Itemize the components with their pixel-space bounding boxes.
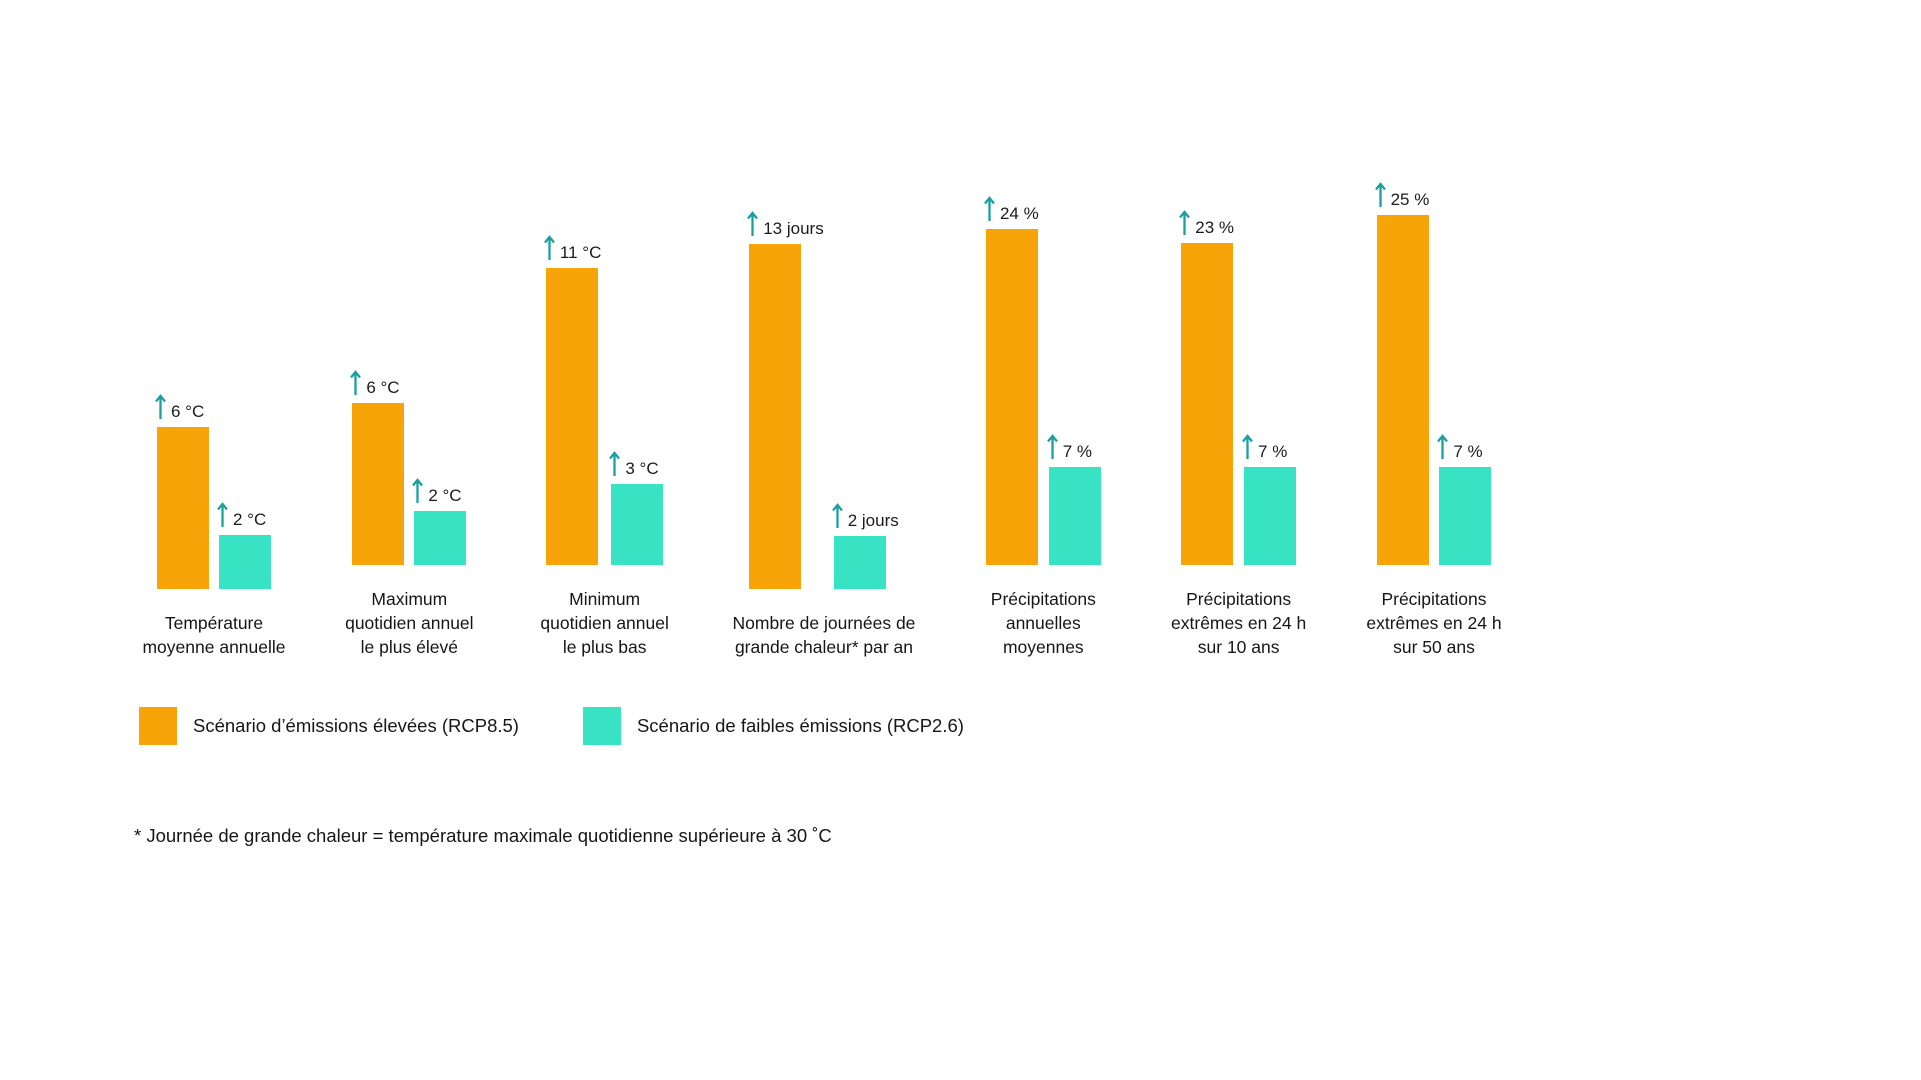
category-label: Nombre de journées de grande chaleur* pa…: [732, 613, 916, 658]
bar-value-label-high: 11 °C: [543, 234, 601, 263]
bar-high-emissions: [1376, 215, 1429, 565]
up-arrow-icon: [1437, 434, 1449, 459]
up-arrow-icon: [155, 394, 166, 420]
bar-value-text: 25 %: [1390, 190, 1430, 209]
up-arrow-icon: [1179, 210, 1191, 235]
bar-low-emissions: [833, 536, 886, 590]
legend-label-low: Scénario de faibles émissions (RCP2.6): [636, 715, 964, 737]
chart-group: 23 % 7 % Précipitations extrêmes en 24 h…: [1153, 165, 1325, 659]
bar-low-emissions: [219, 535, 271, 590]
up-arrow-icon: [1374, 182, 1386, 207]
bar-value-text: 2 °C: [233, 510, 267, 530]
bar-chart: 6 °C 2 °C Température moyenne annuelle: [128, 165, 1520, 659]
bar-high-emissions: [352, 403, 405, 565]
bar-value-text: 7 %: [1062, 442, 1092, 461]
up-arrow-icon: [544, 235, 555, 260]
bar-value-label-high: 6 °C: [154, 393, 204, 422]
bar-value-label-high: 13 jours: [746, 210, 824, 239]
bar-pair: 6 °C 2 °C: [349, 165, 467, 565]
bar-pair: 6 °C 2 °C: [154, 189, 271, 590]
bar-low-emissions: [414, 511, 467, 565]
bar-low-emissions: [611, 484, 664, 565]
category-label: Précipitations annuelles moyennes: [990, 589, 1096, 658]
bar-value-text: 6 °C: [366, 378, 400, 397]
bar-pair: 23 % 7 %: [1178, 165, 1297, 565]
bar-value-label-high: 24 %: [983, 195, 1039, 224]
chart-group: 24 % 7 % Précipitations annuelles moyenn…: [957, 165, 1129, 659]
chart-groups: 6 °C 2 °C Température moyenne annuelle: [128, 165, 1520, 659]
bar-high-emissions: [1181, 243, 1234, 565]
bar-high-emissions: [985, 229, 1038, 565]
chart-group: 13 jours 2 jours Nombre de journées de g…: [714, 189, 934, 659]
bar-value-label-low: 2 °C: [411, 477, 462, 506]
footnote: * Journée de grande chaleur = températur…: [134, 825, 832, 847]
chart-group: 6 °C 2 °C Maximum quotidien annuel le pl…: [323, 165, 495, 659]
chart-legend: Scénario d’émissions élevées (RCP8.5) Sc…: [139, 707, 1921, 746]
bar-value-label-low: 7 %: [1046, 433, 1092, 462]
category-label: Précipitations extrêmes en 24 h sur 10 a…: [1171, 589, 1307, 658]
category-label: Température moyenne annuelle: [142, 613, 286, 658]
up-arrow-icon: [412, 478, 424, 503]
bar-value-text: 2 jours: [847, 511, 899, 531]
chart-group: 25 % 7 % Précipitations extrêmes en 24 h…: [1348, 165, 1520, 659]
legend-item-high-emissions: Scénario d’émissions élevées (RCP8.5): [139, 707, 519, 746]
bar-value-text: 23 %: [1195, 218, 1235, 237]
bar-value-text: 7 %: [1258, 442, 1288, 461]
bar-low-emissions: [1439, 467, 1492, 565]
chart-group: 6 °C 2 °C Température moyenne annuelle: [128, 189, 300, 659]
legend-swatch-low: [582, 707, 621, 746]
bar-value-text: 11 °C: [559, 243, 602, 262]
bar-high-emissions: [545, 268, 598, 565]
bar-value-label-high: 6 °C: [349, 369, 400, 398]
category-label: Maximum quotidien annuel le plus élevé: [345, 589, 474, 658]
up-arrow-icon: [217, 502, 228, 528]
bar-value-label-low: 2 jours: [831, 502, 899, 531]
bar-low-emissions: [1244, 467, 1297, 565]
legend-label-high: Scénario d’émissions élevées (RCP8.5): [193, 715, 519, 737]
up-arrow-icon: [747, 211, 759, 237]
up-arrow-icon: [831, 503, 843, 529]
up-arrow-icon: [350, 370, 362, 395]
bar-value-text: 2 °C: [428, 486, 462, 505]
bar-value-text: 3 °C: [625, 459, 659, 478]
bar-pair: 24 % 7 %: [983, 165, 1101, 565]
bar-low-emissions: [1048, 467, 1101, 565]
bar-pair: 13 jours 2 jours: [746, 189, 899, 590]
bar-pair: 25 % 7 %: [1374, 165, 1492, 565]
up-arrow-icon: [984, 196, 995, 221]
legend-item-low-emissions: Scénario de faibles émissions (RCP2.6): [582, 707, 964, 746]
bar-value-label-high: 23 %: [1178, 209, 1234, 238]
up-arrow-icon: [1242, 434, 1253, 459]
bar-value-text: 6 °C: [171, 402, 205, 422]
bar-value-label-low: 7 %: [1241, 433, 1287, 462]
bar-value-label-high: 25 %: [1374, 181, 1430, 210]
up-arrow-icon: [1046, 434, 1058, 459]
bar-value-text: 7 %: [1453, 442, 1483, 461]
legend-swatch-high: [139, 707, 177, 746]
chart-group: 11 °C 3 °C Minimum quotidien annuel le p…: [519, 165, 691, 659]
category-label: Précipitations extrêmes en 24 h sur 50 a…: [1366, 589, 1502, 658]
bar-value-label-low: 7 %: [1436, 433, 1483, 462]
bar-value-label-low: 3 °C: [608, 450, 659, 479]
bar-value-text: 13 jours: [763, 219, 824, 239]
category-label: Minimum quotidien annuel le plus bas: [540, 589, 669, 658]
bar-pair: 11 °C 3 °C: [543, 165, 664, 565]
bar-high-emissions: [157, 427, 209, 590]
up-arrow-icon: [609, 451, 621, 476]
bar-value-text: 24 %: [999, 204, 1039, 223]
bar-high-emissions: [749, 244, 802, 590]
bar-value-label-low: 2 °C: [216, 501, 266, 530]
